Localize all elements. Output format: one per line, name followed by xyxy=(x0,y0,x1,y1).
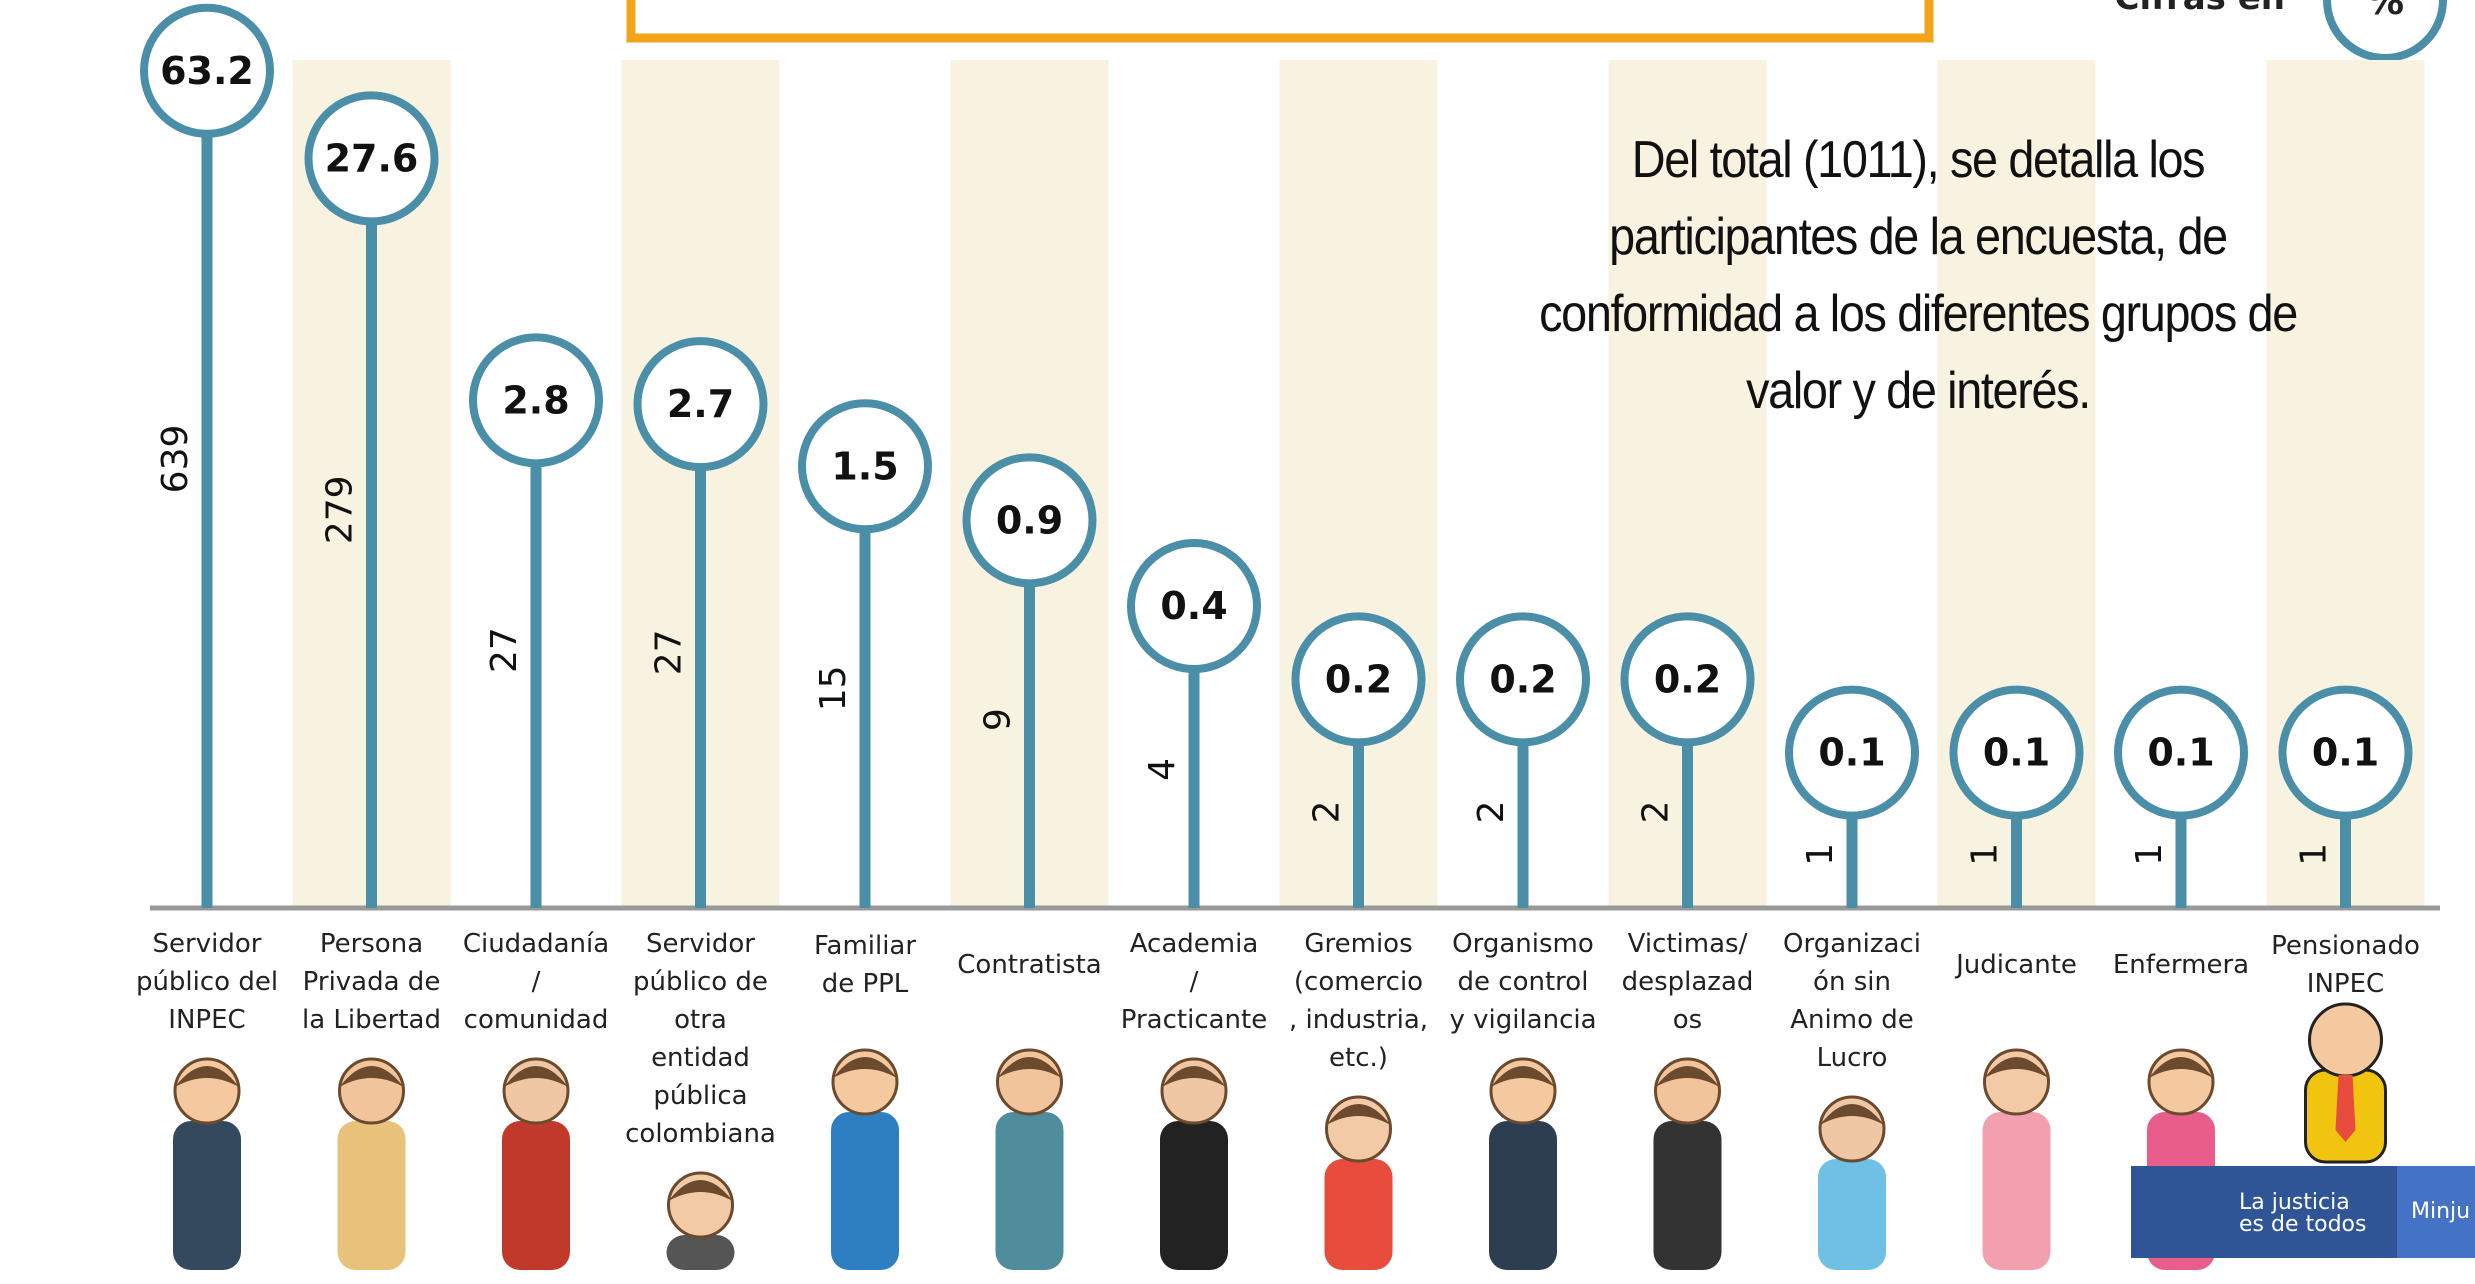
person-illustration xyxy=(1160,1059,1228,1270)
annotation: Del total (1011), se detalla los partici… xyxy=(1468,122,2368,430)
person-illustration xyxy=(173,1059,241,1270)
category-label: Victimas/ desplazad os xyxy=(1603,925,1773,1039)
category-label: Organizaci ón sin Animo de Lucro xyxy=(1767,925,1937,1077)
logo-text: La justicia es de todos xyxy=(2239,1192,2366,1236)
count-label: 4 xyxy=(1142,758,1183,781)
category-label: Servidor público de otra entidad pública… xyxy=(616,925,786,1153)
logo-text: Minju xyxy=(2397,1166,2475,1258)
person-body xyxy=(1160,1121,1228,1270)
value-label: 27.6 xyxy=(325,136,419,180)
category-label: Servidor público del INPEC xyxy=(122,925,292,1039)
value-label: 0.1 xyxy=(2312,731,2379,775)
category-label: Contratista xyxy=(945,925,1115,1005)
category-label: Organismo de control y vigilancia xyxy=(1438,925,1608,1039)
logo: La justicia es de todos Minju xyxy=(2131,1166,2475,1258)
value-label: 1.5 xyxy=(831,444,898,488)
value-label: 0.2 xyxy=(1325,657,1392,701)
person-body xyxy=(1654,1121,1722,1270)
category-label: Academia / Practicante xyxy=(1109,925,1279,1039)
count-label: 639 xyxy=(155,425,196,494)
category-label: Ciudadanía / comunidad xyxy=(451,925,621,1039)
value-label: 0.2 xyxy=(1654,657,1721,701)
count-label: 1 xyxy=(2294,843,2335,866)
person-body xyxy=(173,1121,241,1270)
person-body xyxy=(1983,1112,2051,1270)
person-illustration xyxy=(667,1173,735,1270)
value-label: 0.9 xyxy=(996,498,1063,542)
person-body xyxy=(667,1235,735,1270)
person-body xyxy=(1818,1159,1886,1270)
category-label: Enfermera xyxy=(2096,925,2266,1005)
count-label: 9 xyxy=(978,708,1019,731)
count-label: 15 xyxy=(813,665,854,711)
category-label: Judicante xyxy=(1932,925,2102,1005)
person-head xyxy=(2310,1004,2382,1076)
person-illustration xyxy=(1654,1059,1722,1270)
category-label: Gremios (comercio , industria, etc.) xyxy=(1274,925,1444,1077)
person-body xyxy=(1325,1159,1393,1270)
category-label: Familiar de PPL xyxy=(780,925,950,1005)
count-label: 2 xyxy=(1307,800,1348,823)
person-body xyxy=(831,1112,899,1270)
value-label: 2.7 xyxy=(667,382,734,426)
person-illustration xyxy=(831,1050,899,1270)
title-box xyxy=(631,0,1929,38)
value-label: 0.1 xyxy=(1983,731,2050,775)
person-body xyxy=(996,1112,1064,1270)
count-label: 1 xyxy=(2129,843,2170,866)
person-body xyxy=(502,1121,570,1270)
person-body xyxy=(338,1121,406,1270)
count-label: 1 xyxy=(1965,843,2006,866)
count-label: 27 xyxy=(649,629,690,675)
unit-label: Cifras en xyxy=(2115,0,2285,18)
value-label: 0.1 xyxy=(1818,731,1885,775)
count-label: 27 xyxy=(484,627,525,673)
count-label: 279 xyxy=(320,475,361,544)
value-label: 2.8 xyxy=(502,378,569,422)
value-label: 0.2 xyxy=(1489,657,1556,701)
person-illustration xyxy=(502,1059,570,1270)
person-illustration xyxy=(1983,1050,2051,1270)
category-label: Pensionado INPEC xyxy=(2261,925,2431,1005)
person-illustration xyxy=(1325,1097,1393,1270)
count-label: 1 xyxy=(1800,843,1841,866)
person-body xyxy=(1489,1121,1557,1270)
page: {"chart_data": { "type": "lollipop", "un… xyxy=(0,0,2475,1284)
category-label: Persona Privada de la Libertad xyxy=(287,925,457,1039)
person-illustration xyxy=(996,1050,1064,1270)
person-illustration xyxy=(1489,1059,1557,1270)
person-illustration xyxy=(338,1059,406,1270)
person-tie xyxy=(2336,1075,2356,1142)
value-label: 0.1 xyxy=(2147,731,2214,775)
value-label: 0.4 xyxy=(1160,584,1227,628)
value-label: 63.2 xyxy=(160,49,254,93)
person-illustration xyxy=(1818,1097,1886,1270)
count-label: 2 xyxy=(1636,800,1677,823)
unit-symbol: % xyxy=(2366,0,2404,23)
count-label: 2 xyxy=(1471,800,1512,823)
